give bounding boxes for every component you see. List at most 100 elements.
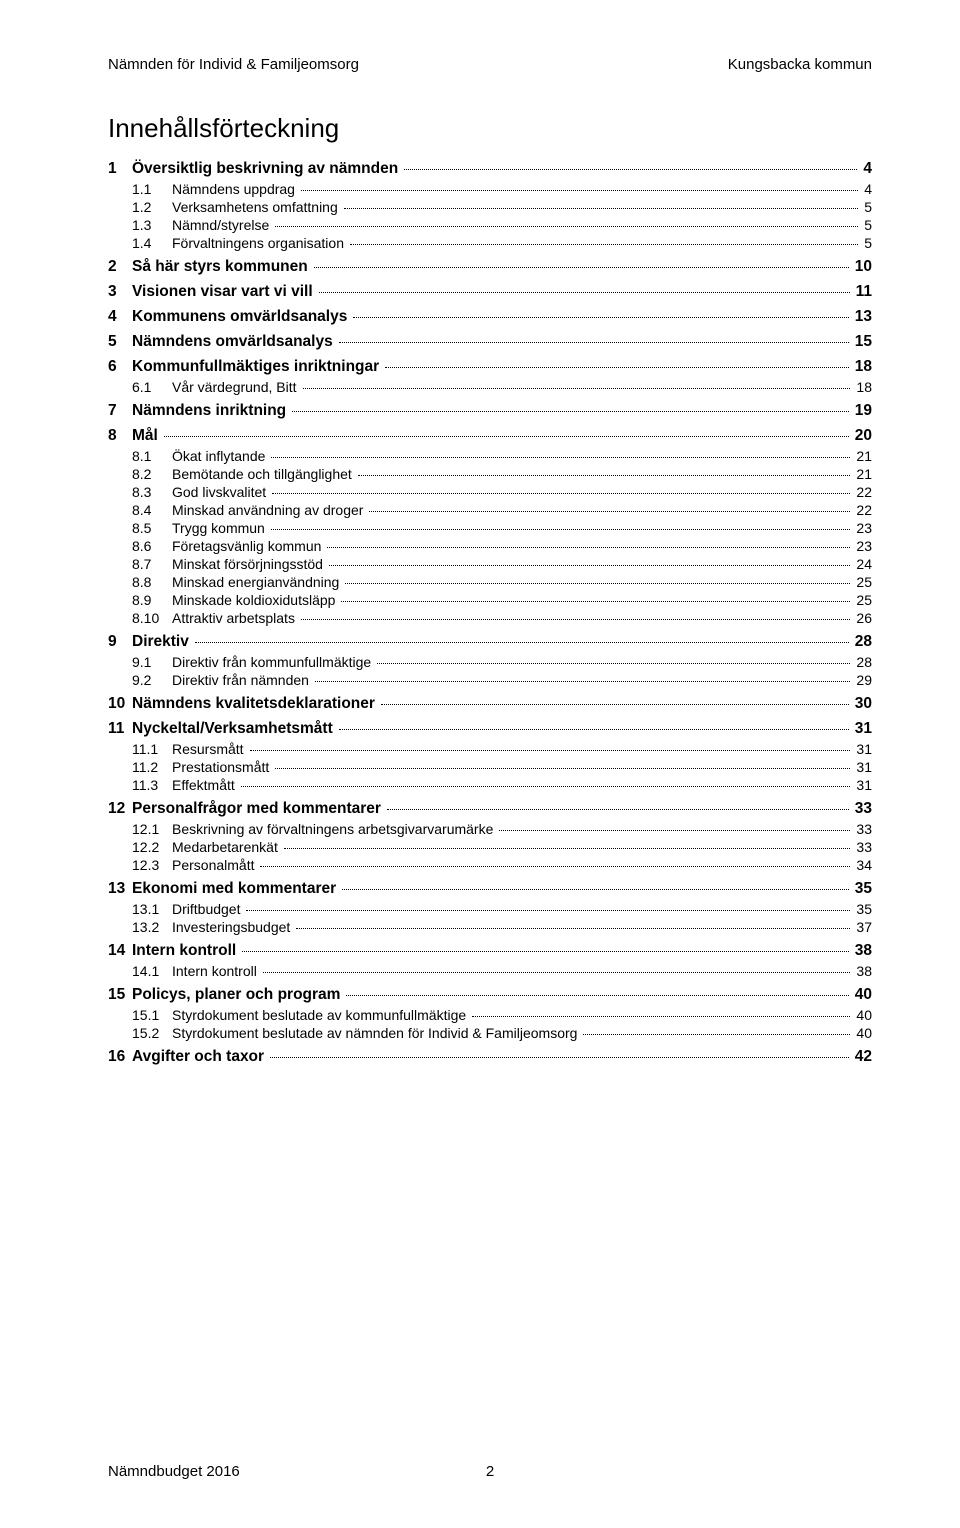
toc-entry-page: 21 [852,448,872,464]
toc-entry-number: 1.1 [132,181,172,197]
toc-entry-number: 13 [108,880,132,898]
toc-leader-dots [270,1057,849,1058]
toc-entry-number: 8.2 [132,466,172,482]
toc-entry-page: 29 [852,672,872,688]
toc-entry-page: 28 [852,654,872,670]
footer-left: Nämndbudget 2016 [108,1463,240,1480]
toc-leader-dots [272,493,850,494]
toc-entry: 8.8Minskad energianvändning25 [108,574,872,590]
document-page: Nämnden för Individ & Familjeomsorg Kung… [0,0,960,1528]
toc-leader-dots [346,995,848,996]
toc-entry-number: 2 [108,258,132,276]
toc-entry-page: 18 [852,379,872,395]
toc-entry-number: 1.2 [132,199,172,215]
toc-entry-label: Driftbudget [172,901,244,917]
toc-leader-dots [319,292,850,293]
toc-entry-number: 9 [108,633,132,651]
toc-entry-number: 10 [108,695,132,713]
toc-entry-page: 30 [851,695,872,713]
toc-entry-number: 8.1 [132,448,172,464]
toc-entry: 6.1Vår värdegrund, Bitt18 [108,379,872,395]
toc-entry-page: 23 [852,520,872,536]
toc-entry: 8.9Minskade koldioxidutsläpp25 [108,592,872,608]
page-header: Nämnden för Individ & Familjeomsorg Kung… [108,56,872,73]
toc-leader-dots [341,601,850,602]
toc-entry-label: Intern kontroll [172,963,261,979]
toc-entry-page: 31 [852,741,872,757]
toc-entry-page: 38 [852,963,872,979]
toc-entry: 14Intern kontroll38 [108,942,872,960]
toc-entry-page: 42 [851,1048,872,1066]
toc-leader-dots [344,208,858,209]
toc-leader-dots [327,547,850,548]
toc-entry-label: Förvaltningens organisation [172,235,348,251]
toc-entry-label: Nämndens kvalitetsdeklarationer [132,695,379,713]
toc-entry: 13.2Investeringsbudget37 [108,919,872,935]
toc-entry-page: 38 [851,942,872,960]
toc-entry: 11.2Prestationsmått31 [108,759,872,775]
toc-entry-label: Ökat inflytande [172,448,269,464]
toc-entry-label: Personalmått [172,857,258,873]
toc-entry-number: 11.2 [132,759,172,775]
toc-entry-label: Ekonomi med kommentarer [132,880,340,898]
toc-entry-number: 16 [108,1048,132,1066]
header-right: Kungsbacka kommun [728,56,872,73]
toc-entry: 8.2Bemötande och tillgänglighet21 [108,466,872,482]
toc-entry-number: 14.1 [132,963,172,979]
toc-entry-label: Nämnd/styrelse [172,217,273,233]
toc-entry-page: 10 [851,258,872,276]
toc-entry-label: Direktiv från nämnden [172,672,313,688]
toc-entry-number: 12.2 [132,839,172,855]
toc-entry-label: Kommunfullmäktiges inriktningar [132,358,383,376]
toc-entry-number: 8.3 [132,484,172,500]
toc-entry-page: 31 [852,777,872,793]
toc-leader-dots [350,244,858,245]
toc-entry-number: 8.7 [132,556,172,572]
toc-leader-dots [353,317,848,318]
toc-leader-dots [301,619,850,620]
table-of-contents: 1Översiktlig beskrivning av nämnden41.1N… [108,160,872,1066]
toc-leader-dots [195,642,849,643]
toc-leader-dots [381,704,849,705]
toc-entry-number: 15.2 [132,1025,172,1041]
toc-entry-page: 5 [860,217,872,233]
toc-entry-page: 22 [852,484,872,500]
toc-entry-page: 4 [859,160,872,178]
toc-entry-page: 22 [852,502,872,518]
toc-entry-number: 8.8 [132,574,172,590]
toc-entry-number: 8.9 [132,592,172,608]
toc-entry-label: Personalfrågor med kommentarer [132,800,385,818]
footer-page-number: 2 [486,1463,494,1480]
toc-leader-dots [387,809,849,810]
toc-entry-label: Nämndens inriktning [132,402,290,420]
toc-entry-page: 15 [851,333,872,351]
toc-entry-page: 20 [851,427,872,445]
toc-entry-page: 19 [851,402,872,420]
toc-entry-page: 11 [852,283,872,301]
toc-leader-dots [164,436,849,437]
toc-entry-number: 11.3 [132,777,172,793]
toc-entry: 9Direktiv28 [108,633,872,651]
toc-entry-number: 1.4 [132,235,172,251]
toc-entry-number: 1.3 [132,217,172,233]
toc-entry-label: Visionen visar vart vi vill [132,283,317,301]
toc-leader-dots [314,267,849,268]
toc-entry-number: 6.1 [132,379,172,395]
toc-entry: 8.7Minskat försörjningsstöd24 [108,556,872,572]
toc-entry-page: 40 [851,986,872,1004]
toc-entry-number: 9.1 [132,654,172,670]
toc-entry-page: 40 [852,1025,872,1041]
toc-entry-label: Mål [132,427,162,445]
toc-leader-dots [284,848,851,849]
toc-entry-page: 33 [851,800,872,818]
toc-entry-page: 35 [852,901,872,917]
toc-entry: 4Kommunens omvärldsanalys13 [108,308,872,326]
toc-entry-number: 1 [108,160,132,178]
toc-leader-dots [499,830,850,831]
toc-entry: 5Nämndens omvärldsanalys15 [108,333,872,351]
toc-leader-dots [315,681,850,682]
toc-entry: 8.6Företagsvänlig kommun23 [108,538,872,554]
toc-entry-page: 40 [852,1007,872,1023]
toc-entry: 11.1Resursmått31 [108,741,872,757]
toc-entry-page: 23 [852,538,872,554]
